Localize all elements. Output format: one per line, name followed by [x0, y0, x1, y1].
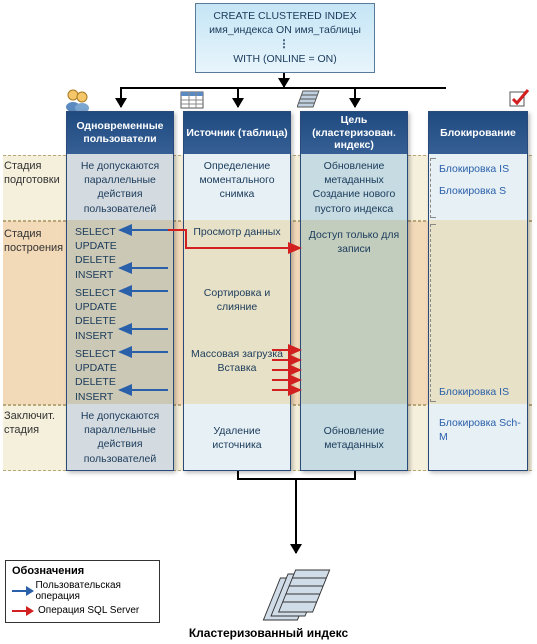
c3r1: Обновление метаданных Создание нового пу…	[301, 154, 407, 220]
col-target: Цель (кластеризован. индекс) Обновление …	[300, 111, 408, 471]
check-icon	[508, 88, 530, 110]
output-index-icon	[252, 558, 342, 623]
output-label: Кластеризованный индекс	[0, 626, 537, 640]
legend-sql-label: Операция SQL Server	[38, 605, 139, 616]
c2r3: Удаление источника	[184, 404, 290, 470]
code-dots: ⋮	[204, 37, 366, 51]
col-locking-head: Блокирование	[429, 112, 527, 154]
col-source-head: Источник (таблица)	[184, 112, 290, 154]
legend-sql-arrow-icon	[12, 606, 34, 616]
phase-final-label: Заключит. стадия	[4, 410, 66, 438]
users-icon	[64, 88, 92, 112]
lock-bracket-2	[430, 224, 436, 402]
legend-user-label: Пользовательская операция	[35, 580, 153, 602]
c2r1: Определение моментального снимка	[184, 154, 290, 220]
table-icon	[180, 88, 206, 110]
legend: Обозначения Пользовательская операция Оп…	[5, 560, 160, 623]
c2r2c: Массовая загрузка Вставка	[184, 342, 290, 404]
code-l1: CREATE CLUSTERED INDEX	[204, 9, 366, 23]
c4r1b: Блокировка S	[439, 184, 521, 198]
c3r3: Обновление метаданных	[301, 404, 407, 470]
c1r1: Не допускаются параллельные действия пол…	[67, 154, 173, 220]
c2r2b: Сортировка и слияние	[184, 281, 290, 342]
legend-title: Обозначения	[12, 565, 153, 577]
lock-bracket-1	[430, 158, 436, 218]
col-users-head: Одновременные пользователи	[67, 112, 173, 154]
c1r2a: SELECT UPDATE DELETE INSERT	[67, 220, 173, 281]
c1r2b: SELECT UPDATE DELETE INSERT	[67, 281, 173, 342]
fork-bar	[120, 87, 446, 89]
col-users: Одновременные пользователи Не допускаютс…	[66, 111, 174, 471]
phase-build-label: Стадия построения	[4, 228, 66, 256]
phase-prep-label: Стадия подготовки	[4, 160, 66, 188]
c1r3: Не допускаются параллельные действия пол…	[67, 404, 173, 470]
c2r2a: Просмотр данных	[184, 220, 290, 281]
col-source: Источник (таблица) Определение моменталь…	[183, 111, 291, 471]
c4r2: Блокировка IS	[439, 385, 509, 399]
c1r2c: SELECT UPDATE DELETE INSERT	[67, 342, 173, 404]
index-icon	[297, 88, 323, 110]
code-l2: имя_индекса ON имя_таблицы	[204, 23, 366, 37]
c4r1a: Блокировка IS	[439, 162, 521, 176]
legend-user-arrow-icon	[12, 586, 31, 596]
sql-code-box: CREATE CLUSTERED INDEX имя_индекса ON им…	[195, 3, 375, 73]
code-l4: WITH (ONLINE = ON)	[204, 52, 366, 66]
col-target-head: Цель (кластеризован. индекс)	[301, 112, 407, 154]
c4r3: Блокировка Sch-M	[439, 416, 521, 444]
arrow-output	[295, 478, 297, 553]
c3r2: Доступ только для записи	[301, 220, 407, 404]
col-locking: Блокирование Блокировка IS Блокировка S …	[428, 111, 528, 471]
